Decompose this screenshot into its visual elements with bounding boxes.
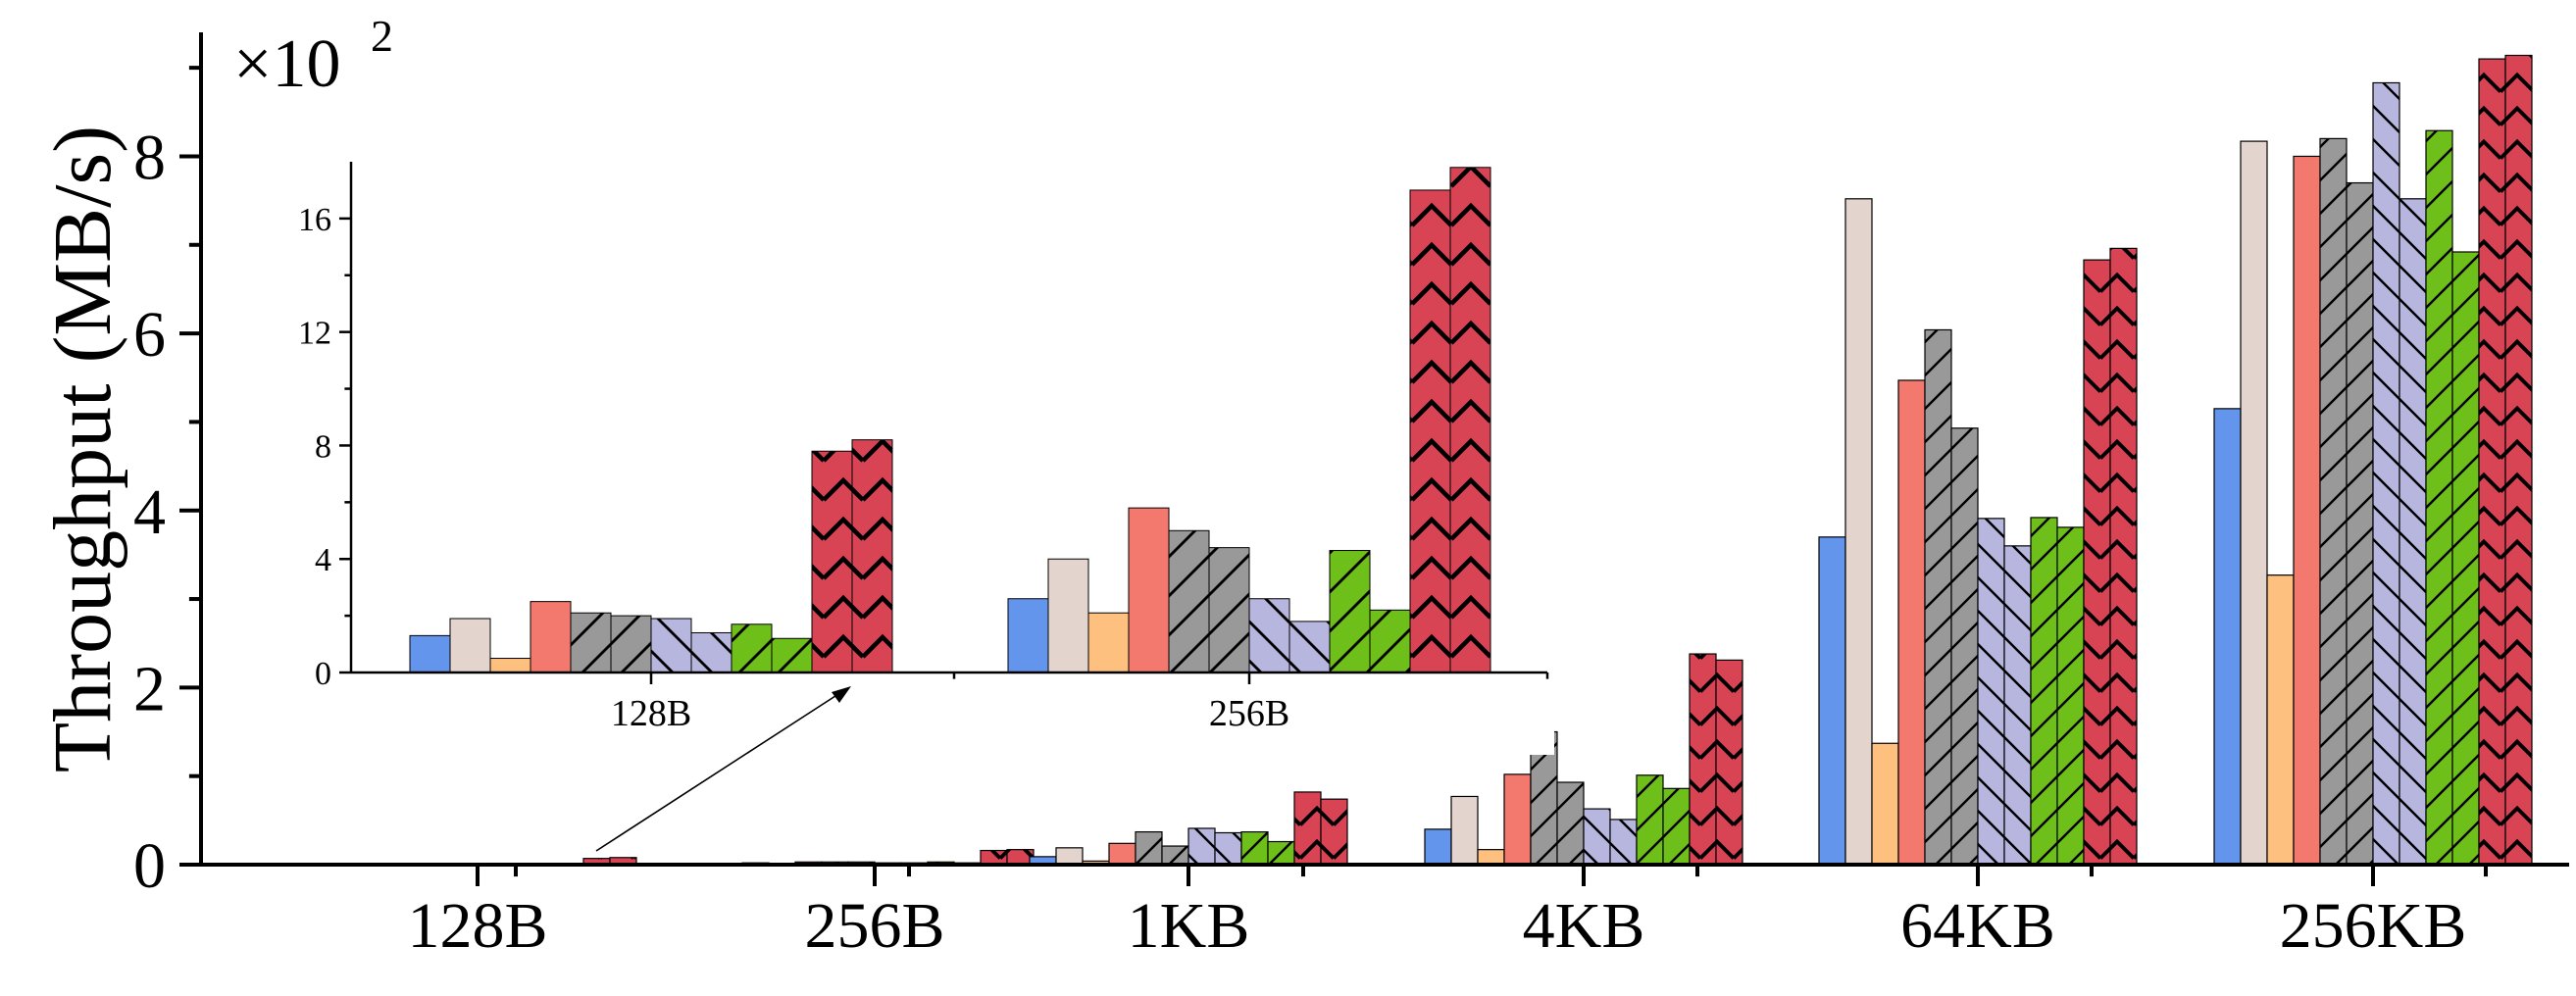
main-xtick-label-128B: 128B bbox=[407, 890, 547, 962]
main-y-axis-title: Throughput (MB/s) bbox=[37, 125, 128, 772]
main-xtick-label-4KB: 4KB bbox=[1523, 890, 1645, 962]
inset-ytick-label-4: 4 bbox=[315, 542, 331, 578]
main-bar-4KB-s4 bbox=[1503, 773, 1532, 866]
inset-bar-128B-s5 bbox=[570, 612, 612, 673]
inset-bar-128B-s11 bbox=[811, 450, 853, 673]
inset-bar-128B-s10 bbox=[771, 637, 813, 673]
main-bar-256KB-s4 bbox=[2293, 155, 2321, 866]
inset-axes-group: 0 4 8 12 16 128B 256B bbox=[298, 162, 1549, 734]
inset-bars-group bbox=[409, 167, 1491, 673]
main-ytick-label-2: 2 bbox=[133, 653, 166, 724]
main-bar-64KB-s10 bbox=[2056, 526, 2085, 866]
main-ytick-label-0: 0 bbox=[133, 830, 166, 902]
main-bar-64KB-s6 bbox=[1950, 427, 1979, 866]
inset-bar-128B-s8 bbox=[690, 631, 732, 673]
inset-bar-128B-s6 bbox=[610, 615, 652, 673]
inset-ytick-label-16: 16 bbox=[298, 202, 331, 238]
inset-bar-256B-s8 bbox=[1288, 621, 1331, 673]
main-axes-group: 0 2 4 6 8 128B 256B 1KB 4KB 64KB 256KB Throughput (… bbox=[37, 11, 2569, 962]
inset-ytick-label-12: 12 bbox=[298, 316, 331, 352]
main-bar-4KB-s6 bbox=[1556, 781, 1585, 866]
main-bar-64KB-s7 bbox=[1977, 518, 2005, 866]
inset-bar-256B-s12 bbox=[1449, 167, 1491, 673]
main-bar-1KB-s9 bbox=[1240, 830, 1269, 866]
main-bar-1KB-s12 bbox=[1320, 798, 1348, 866]
inset-bar-256B-s4 bbox=[1128, 507, 1170, 673]
main-bar-64KB-s9 bbox=[2030, 517, 2058, 866]
main-ytick-label-4: 4 bbox=[133, 476, 166, 548]
main-bar-4KB-s2 bbox=[1450, 795, 1479, 866]
main-ytick-label-6: 6 bbox=[133, 299, 166, 371]
main-bar-1KB-s7 bbox=[1187, 827, 1216, 866]
main-bar-1KB-s10 bbox=[1267, 840, 1295, 866]
inset-bar-256B-s7 bbox=[1248, 598, 1290, 673]
inset-bar-256B-s2 bbox=[1047, 558, 1089, 673]
inset-bar-128B-s9 bbox=[731, 623, 773, 673]
main-bar-256KB-s9 bbox=[2425, 129, 2453, 866]
main-bar-256KB-s3 bbox=[2266, 574, 2295, 866]
main-bar-64KB-s2 bbox=[1844, 198, 1873, 866]
main-xtick-label-64KB: 64KB bbox=[1900, 890, 2055, 962]
inset-bar-128B-s4 bbox=[530, 601, 572, 673]
main-bar-1KB-s5 bbox=[1135, 830, 1163, 866]
main-bar-256KB-s6 bbox=[2346, 181, 2374, 866]
main-bar-256KB-s12 bbox=[2504, 54, 2533, 866]
main-bar-4KB-s10 bbox=[1662, 787, 1691, 866]
inset-bar-256B-s1 bbox=[1007, 598, 1049, 673]
inset-bar-256B-s10 bbox=[1369, 609, 1411, 673]
main-bar-256KB-s8 bbox=[2399, 198, 2427, 866]
inset-bar-256B-s6 bbox=[1208, 547, 1250, 673]
main-xtick-label-1KB: 1KB bbox=[1128, 890, 1250, 962]
main-ytick-label-8: 8 bbox=[133, 123, 166, 194]
main-bar-4KB-s1 bbox=[1424, 828, 1452, 866]
inset-ytick-label-0: 0 bbox=[315, 656, 331, 692]
main-xtick-label-256B: 256B bbox=[804, 890, 944, 962]
main-bar-256KB-s1 bbox=[2213, 408, 2242, 866]
inset-bar-256B-s9 bbox=[1329, 550, 1371, 673]
main-bar-256KB-s2 bbox=[2240, 140, 2268, 866]
main-bar-256KB-s5 bbox=[2319, 137, 2348, 866]
main-xtick-label-256KB: 256KB bbox=[2280, 890, 2467, 962]
main-bar-256KB-s7 bbox=[2372, 81, 2400, 866]
y-multiplier-label: ×10 bbox=[233, 26, 340, 102]
main-bar-1KB-s11 bbox=[1293, 791, 1322, 866]
inset-bar-128B-s1 bbox=[409, 634, 451, 673]
zoom-arrow bbox=[595, 686, 851, 852]
inset-bar-256B-s3 bbox=[1087, 612, 1130, 673]
main-bar-4KB-s12 bbox=[1715, 659, 1743, 866]
main-bar-4KB-s3 bbox=[1477, 849, 1505, 866]
main-bar-64KB-s11 bbox=[2083, 259, 2111, 866]
inset-bar-128B-s2 bbox=[449, 618, 491, 673]
main-bar-256KB-s10 bbox=[2451, 251, 2480, 866]
main-bar-256B-s11 bbox=[980, 849, 1008, 866]
inset-bar-128B-s3 bbox=[489, 658, 531, 673]
inset-bar-256B-s5 bbox=[1168, 529, 1210, 673]
main-bar-1KB-s8 bbox=[1214, 831, 1242, 866]
main-bar-64KB-s4 bbox=[1897, 379, 1926, 866]
main-bar-64KB-s8 bbox=[2003, 545, 2032, 866]
main-bar-64KB-s5 bbox=[1924, 328, 1952, 866]
main-bar-64KB-s3 bbox=[1871, 742, 1899, 866]
main-bar-4KB-s11 bbox=[1689, 653, 1717, 866]
inset-xtick-label-256B: 256B bbox=[1209, 693, 1289, 734]
y-multiplier-exponent: 2 bbox=[371, 11, 393, 61]
inset-chart: 0 4 8 12 16 128B 256B bbox=[298, 157, 1554, 755]
main-bars-group bbox=[582, 54, 2533, 866]
inset-bar-256B-s11 bbox=[1409, 189, 1451, 673]
main-bar-1KB-s4 bbox=[1108, 842, 1136, 866]
inset-bar-128B-s7 bbox=[650, 618, 692, 673]
main-bar-4KB-s8 bbox=[1609, 819, 1638, 866]
inset-bar-128B-s12 bbox=[851, 439, 893, 673]
inset-ytick-label-8: 8 bbox=[315, 428, 331, 465]
main-bar-4KB-s7 bbox=[1583, 808, 1611, 866]
inset-xtick-label-128B: 128B bbox=[611, 693, 691, 734]
main-bar-64KB-s1 bbox=[1818, 536, 1846, 866]
main-bar-1KB-s2 bbox=[1055, 847, 1084, 866]
main-bar-64KB-s12 bbox=[2109, 247, 2138, 866]
main-bar-1KB-s6 bbox=[1161, 845, 1189, 866]
main-bar-256KB-s11 bbox=[2478, 58, 2506, 866]
main-bar-4KB-s9 bbox=[1636, 774, 1664, 866]
